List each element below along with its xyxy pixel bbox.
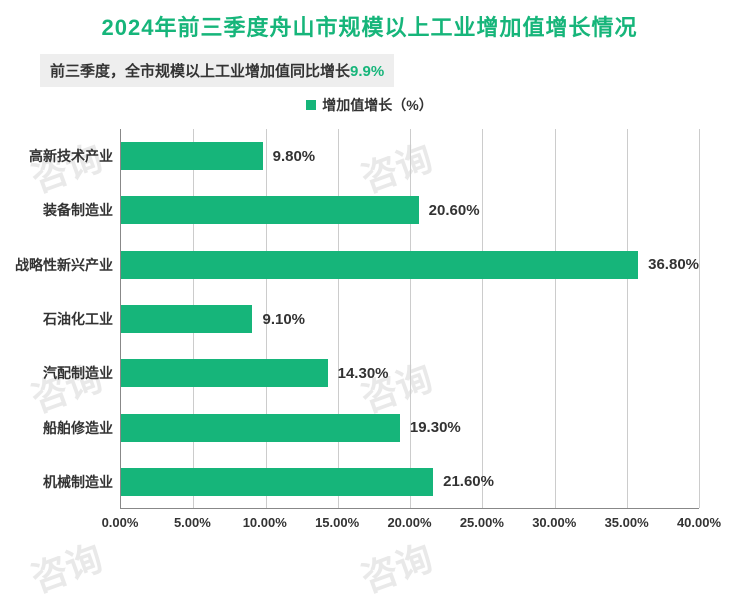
bar <box>121 359 328 387</box>
legend-label: 增加值增长（%） <box>322 97 432 113</box>
x-tick-label: 20.00% <box>387 515 431 530</box>
x-tick-label: 5.00% <box>174 515 211 530</box>
bar <box>121 196 419 224</box>
bar-value-label: 19.30% <box>410 419 461 436</box>
bar-row: 9.10% <box>121 305 699 333</box>
bar-row: 36.80% <box>121 251 699 279</box>
plot-region: 高新技术产业9.80%装备制造业20.60%战略性新兴产业36.80%石油化工业… <box>120 129 699 509</box>
chart-title: 2024年前三季度舟山市规模以上工业增加值增长情况 <box>0 0 739 48</box>
watermark: 咨询 <box>353 529 438 602</box>
legend-swatch <box>306 100 316 110</box>
bar-row: 20.60% <box>121 196 699 224</box>
x-tick-label: 0.00% <box>102 515 139 530</box>
x-tick-label: 10.00% <box>243 515 287 530</box>
chart-area: 高新技术产业9.80%装备制造业20.60%战略性新兴产业36.80%石油化工业… <box>120 129 699 539</box>
legend: 增加值增长（%） <box>0 95 739 115</box>
bar-value-label: 20.60% <box>429 202 480 219</box>
y-axis-label: 高新技术产业 <box>29 146 121 166</box>
bar-value-label: 9.80% <box>273 148 316 165</box>
x-tick-label: 40.00% <box>677 515 721 530</box>
y-axis-label: 战略性新兴产业 <box>15 255 121 275</box>
bar-value-label: 36.80% <box>648 256 699 273</box>
x-tick-label: 15.00% <box>315 515 359 530</box>
bar-value-label: 14.30% <box>338 365 389 382</box>
y-axis-label: 机械制造业 <box>43 472 121 492</box>
bar <box>121 305 252 333</box>
watermark: 咨询 <box>23 529 108 602</box>
bar-row: 21.60% <box>121 468 699 496</box>
subtitle-prefix: 前三季度，全市规模以上工业增加值同比增长 <box>50 63 350 80</box>
bar <box>121 414 400 442</box>
y-axis-label: 石油化工业 <box>43 309 121 329</box>
watermark: 咨询 <box>23 349 108 422</box>
subtitle-highlight: 9.9% <box>350 63 384 80</box>
bar-value-label: 21.60% <box>443 473 494 490</box>
x-axis: 0.00%5.00%10.00%15.00%20.00%25.00%30.00%… <box>120 509 699 539</box>
bar-row: 14.30% <box>121 359 699 387</box>
bar-value-label: 9.10% <box>262 311 305 328</box>
x-tick-label: 30.00% <box>532 515 576 530</box>
grid-line <box>699 129 700 508</box>
y-axis-label: 船舶修造业 <box>43 418 121 438</box>
y-axis-label: 汽配制造业 <box>43 363 121 383</box>
bar <box>121 468 433 496</box>
bar <box>121 251 638 279</box>
bar-row: 9.80% <box>121 142 699 170</box>
y-axis-label: 装备制造业 <box>43 200 121 220</box>
x-tick-label: 35.00% <box>605 515 649 530</box>
bar <box>121 142 263 170</box>
x-tick-label: 25.00% <box>460 515 504 530</box>
bar-row: 19.30% <box>121 414 699 442</box>
subtitle-box: 前三季度，全市规模以上工业增加值同比增长9.9% <box>40 54 394 87</box>
